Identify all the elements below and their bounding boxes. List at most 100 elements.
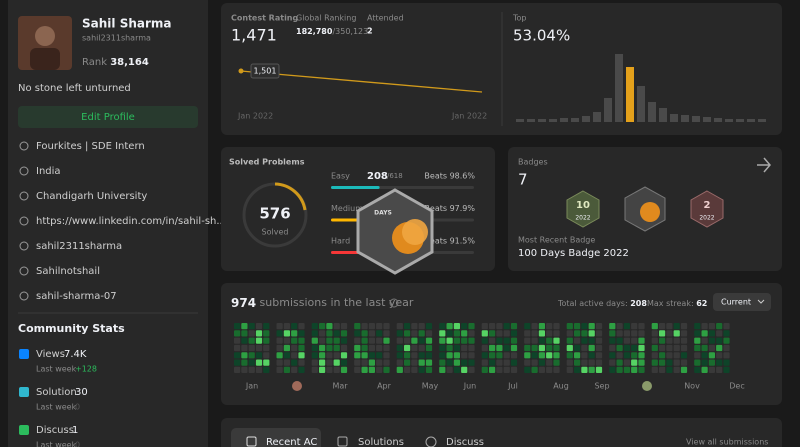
heatmap-cell [404,344,411,352]
heatmap-cell [623,359,630,366]
month-icon [642,381,652,391]
heatmap-cell [291,323,298,330]
heatmap-cell [439,352,446,359]
avatar-face [35,26,55,46]
heatmap-cell [616,352,623,359]
heatmap-cell [716,366,723,373]
heatmap-cell [524,323,531,330]
heatmap-cell [666,344,673,352]
heatmap-cell [694,344,701,352]
level-name: Medium [331,204,363,213]
heatmap-cell [651,344,658,352]
heatmap-cell [538,344,545,352]
histogram-bar [626,67,634,122]
heatmap-cell [376,359,383,366]
month-label: Nov [684,382,700,391]
recent-label: Most Recent Badge [518,236,595,245]
heatmap-cell [694,337,701,344]
heatmap-cell [283,337,290,344]
histogram-bar [725,119,733,122]
heatmap-cell [276,330,283,337]
heatmap-cell [276,366,283,373]
edit-profile-label: Edit Profile [81,112,135,123]
heatmap-cell [234,337,241,344]
heatmap-cell [588,330,595,337]
heatmap-cell [453,352,460,359]
heatmap-cell [255,366,263,373]
heatmap-cell [489,352,496,359]
heatmap-cell [708,337,715,344]
info-item: Chandigarh University [36,191,147,202]
tagline: No stone left unturned [18,83,131,94]
heatmap-cell [383,323,390,330]
last-week-label: Last week [36,441,77,447]
heatmap-cell [326,366,333,373]
heatmap-cell [396,337,403,344]
heatmap-cell [376,323,383,330]
heatmap-cell [234,344,241,352]
heatmap-cell [361,337,368,344]
heatmap-cell [581,337,588,344]
heatmap-cell [404,330,411,337]
heatmap-cell [411,366,418,373]
heatmap-cell [291,344,298,352]
submissions-text: submissions in the last year [256,296,414,309]
heatmap-cell [510,330,518,337]
month-label: Aug [553,382,569,391]
heatmap-cell [248,359,255,366]
tab-label[interactable]: Discuss [446,437,484,447]
heatmap-cell [489,330,496,337]
stat-value: 30 [75,387,88,398]
info-item: https://www.linkedin.com/in/sahil-sh... [36,216,226,227]
badges-arrow[interactable] [757,157,771,173]
heatmap-cell [623,323,630,330]
heatmap-cell [553,337,560,344]
community-title: Community Stats [18,322,125,335]
x-end: Jan 2022 [451,112,487,121]
stat-icon [19,387,29,397]
histogram-bar [538,119,546,122]
heatmap-cell [574,330,581,337]
x-start: Jan 2022 [237,112,273,121]
heatmap-cell [496,352,503,359]
tab-label[interactable]: Solutions [358,437,404,447]
heatmap-cell [298,344,305,352]
heatmap-cell [481,352,488,359]
heatmap-cell [368,337,375,344]
heatmap-cell [546,359,553,366]
heatmap-cell [319,323,326,330]
histogram-bar [593,112,601,122]
heatmap-cell [439,366,446,373]
point-tooltip [250,63,280,79]
view-all[interactable]: View all submissions [686,438,768,447]
heatmap-cell [581,344,588,352]
heatmap-cell [566,366,573,373]
edit-profile-button[interactable] [18,106,198,128]
month-icon [292,381,302,391]
heatmap-cell [326,330,333,337]
heatmap-cell [340,330,348,337]
heatmap-cell [283,330,290,337]
heatmap-cell [311,330,318,337]
heatmap-cell [446,337,453,344]
heatmap-cell [340,366,348,373]
heatmap-cell [701,323,708,330]
heatmap-cell [234,330,241,337]
heatmap-cell [461,352,468,359]
heatmap-cell [546,366,553,373]
heatmap-cell [248,330,255,337]
heatmap-cell [659,352,666,359]
histogram-bar [736,119,744,122]
tab-active[interactable] [231,428,321,447]
heatmap-cell [368,359,375,366]
heatmap-cell [453,344,460,352]
submissions-title: 974 submissions in the last year [231,296,414,310]
heatmap-cell [468,344,475,352]
dropdown[interactable] [713,293,771,311]
heatmap-cell [546,337,553,344]
heatmap-cell [616,323,623,330]
histogram-bar [615,54,623,122]
heatmap-cell [531,330,538,337]
tab-label[interactable]: Recent AC [266,437,317,447]
heatmap-cell [694,366,701,373]
